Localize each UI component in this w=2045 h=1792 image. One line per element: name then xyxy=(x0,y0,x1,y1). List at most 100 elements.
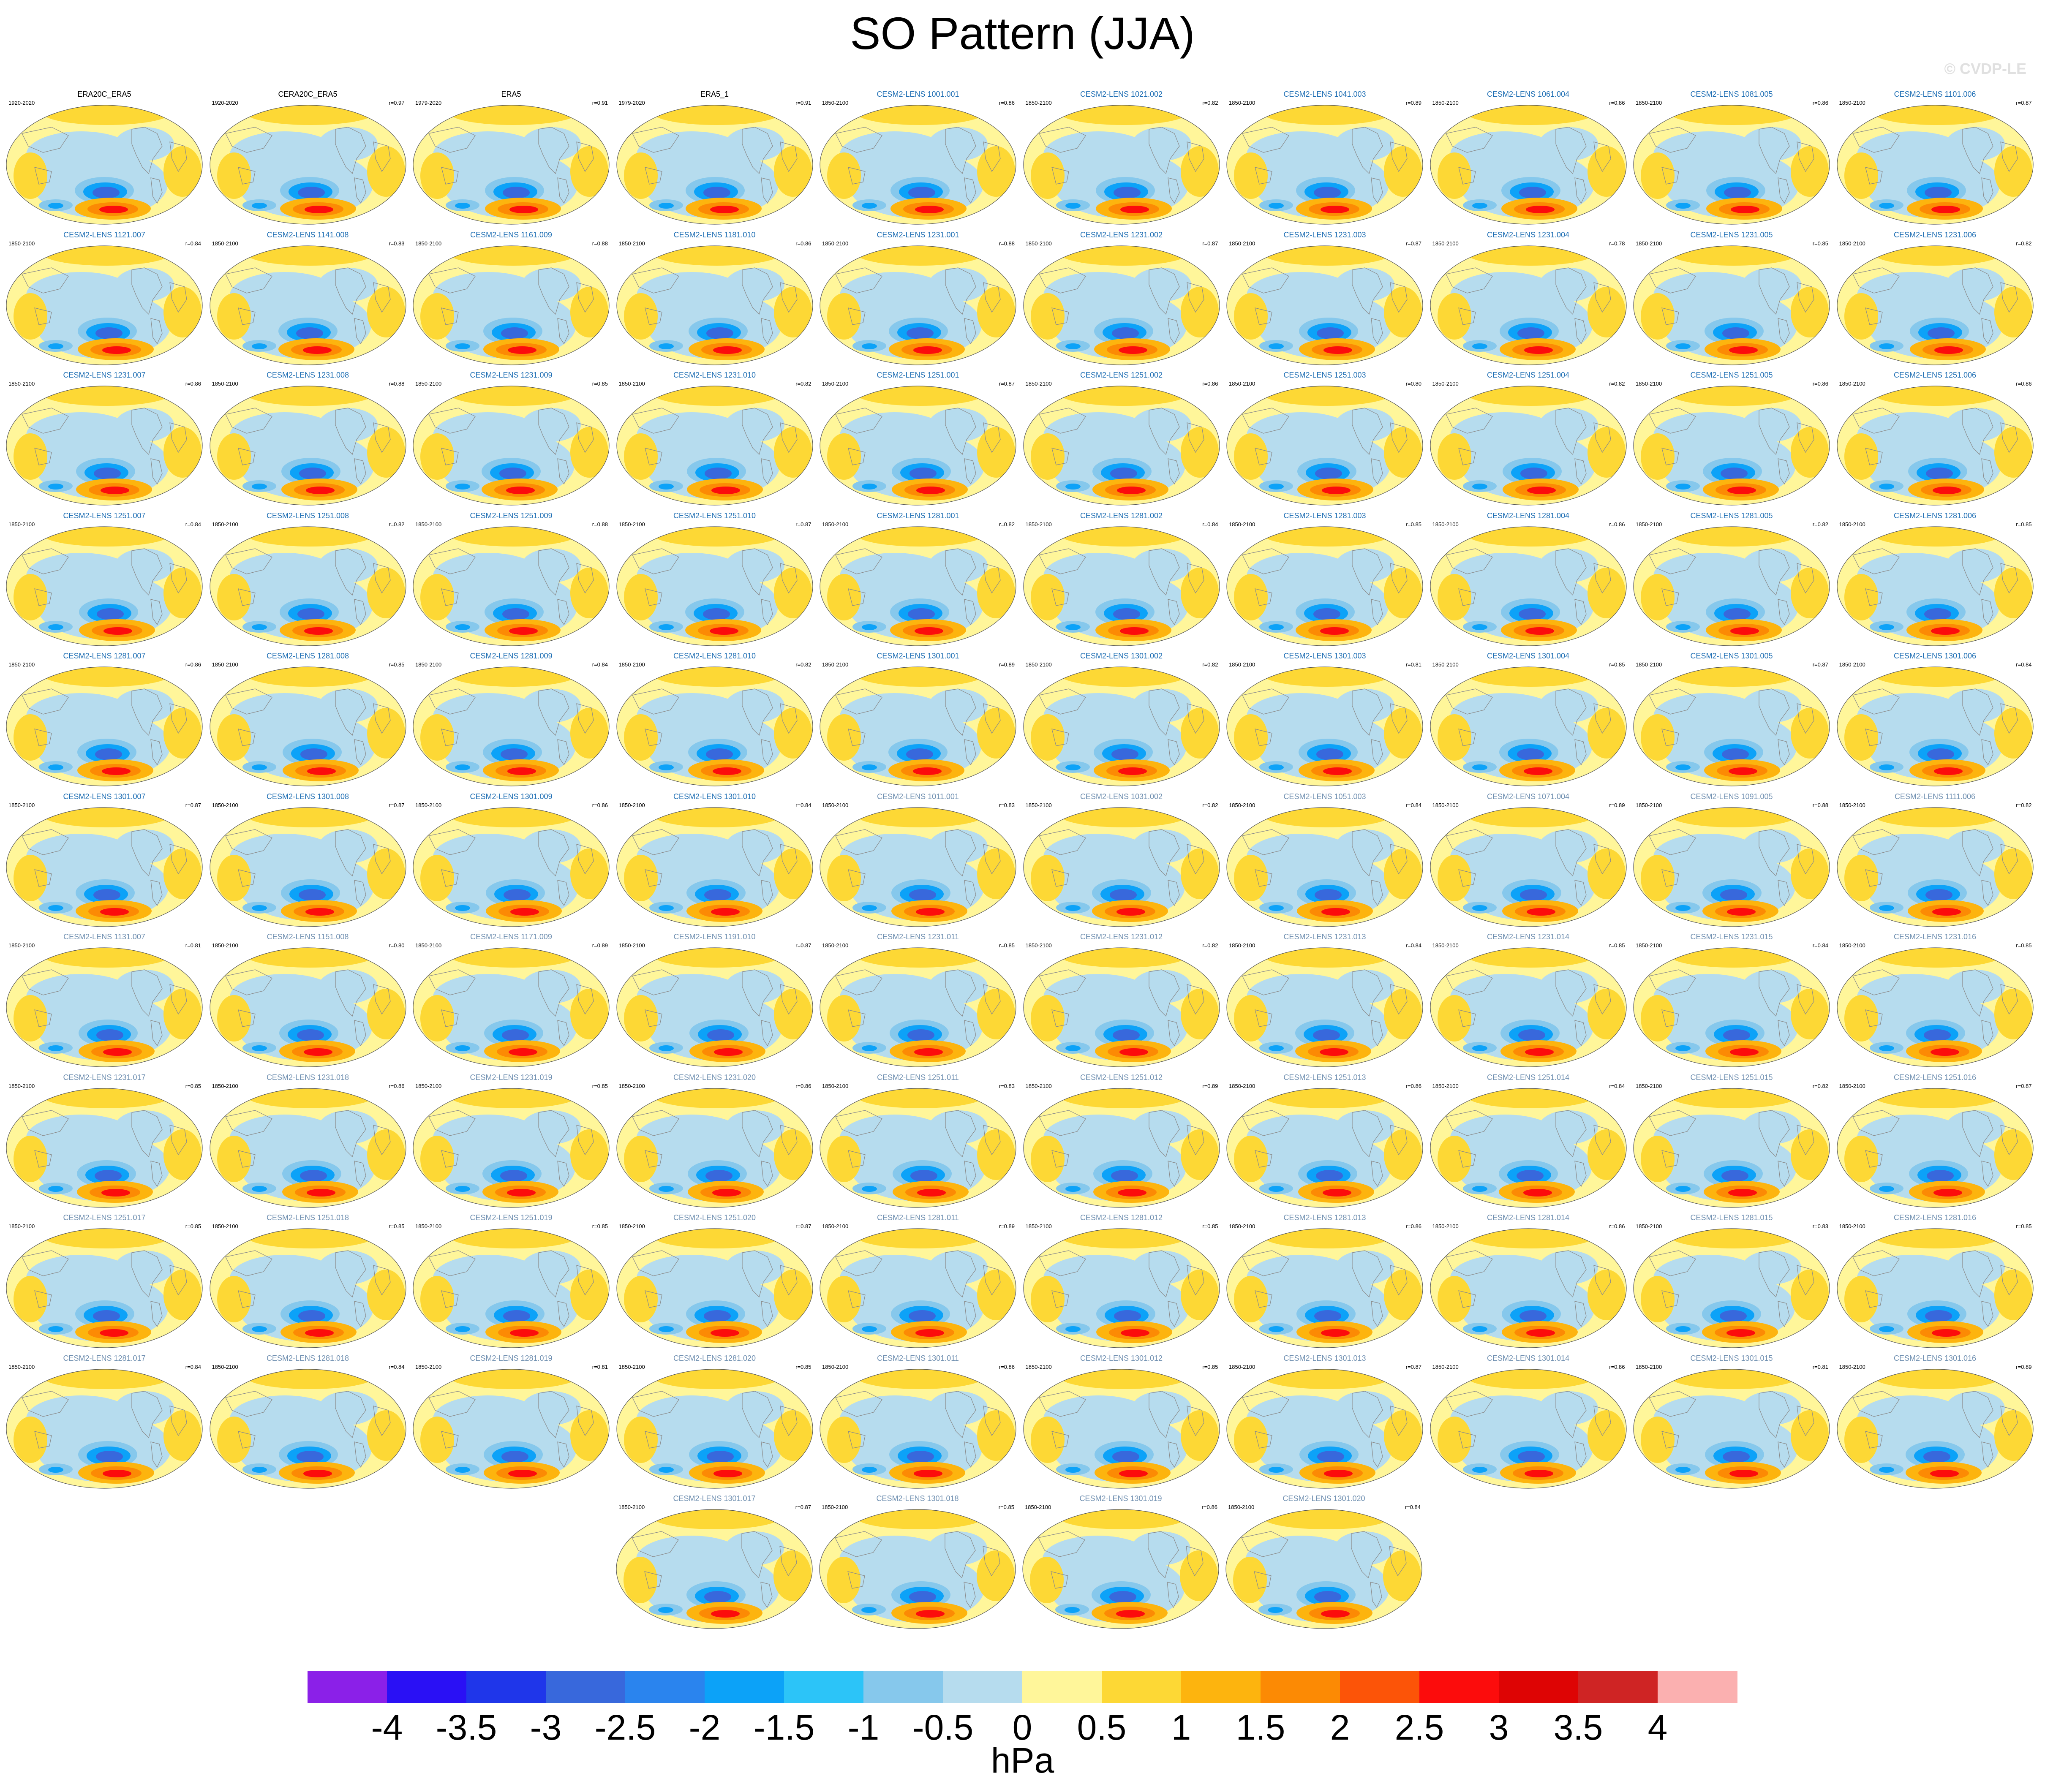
contour-region xyxy=(713,346,742,354)
contour-region xyxy=(1520,468,1547,479)
coastline xyxy=(169,563,187,593)
contour-region xyxy=(1247,412,1356,459)
panel-pattern-correlation: r=0.84 xyxy=(1405,942,1421,949)
contour-region xyxy=(1675,905,1691,911)
contour-region xyxy=(297,608,324,620)
coastline xyxy=(1051,307,1069,325)
coastline xyxy=(1038,267,1086,294)
map-plot xyxy=(6,666,203,786)
contour-region xyxy=(862,484,877,489)
coastline xyxy=(1778,739,1790,766)
map-panel: CESM2-LENS 1281.018 1850-2100 r=0.84 xyxy=(209,1354,407,1490)
panel-year-range: 1850-2100 xyxy=(8,661,35,668)
coastline xyxy=(848,588,866,606)
contour-region xyxy=(1994,989,2032,1039)
map-panel: CESM2-LENS 1171.009 1850-2100 r=0.89 xyxy=(412,932,610,1068)
contour-region xyxy=(300,1169,327,1182)
coastline xyxy=(983,282,1001,313)
map-border xyxy=(1633,1088,1830,1208)
coastline xyxy=(1458,1150,1476,1168)
coastline xyxy=(1371,1160,1383,1187)
contour-region xyxy=(1587,146,1626,197)
contour-region xyxy=(1524,346,1553,354)
map-plot xyxy=(1836,386,2034,506)
contour-region xyxy=(773,1410,812,1461)
coastline xyxy=(983,422,1001,453)
panel-pattern-correlation: r=0.82 xyxy=(1202,802,1218,808)
map-border xyxy=(6,1088,203,1208)
coastline xyxy=(741,1390,773,1438)
contour-region xyxy=(1109,889,1137,901)
contour-region xyxy=(1384,1410,1422,1461)
panel-year-range: 1850-2100 xyxy=(8,240,35,247)
contour-region xyxy=(1729,767,1757,775)
map-plot xyxy=(6,105,203,225)
contour-region xyxy=(1234,574,1268,620)
coastline xyxy=(441,167,459,185)
map-plot xyxy=(413,666,610,786)
contour-region xyxy=(1926,1169,1954,1182)
contour-region xyxy=(570,146,608,197)
contour-region xyxy=(304,206,333,213)
panel-year-range: 1850-2100 xyxy=(1839,240,1865,247)
map-border xyxy=(413,666,610,786)
panel-title: CESM2-LENS 1281.014 xyxy=(1487,1213,1570,1222)
coastline xyxy=(1574,458,1587,485)
panel-year-range: 1920-2020 xyxy=(212,100,238,106)
coastline xyxy=(1962,127,1993,174)
contour-region xyxy=(827,714,861,761)
contour-region xyxy=(298,889,326,901)
coastline xyxy=(576,563,594,593)
contour-region xyxy=(115,127,174,161)
contour-region xyxy=(503,1310,530,1322)
coastline xyxy=(22,1109,69,1136)
contour-region xyxy=(318,689,378,723)
map-panel: CESM2-LENS 1281.015 1850-2100 r=0.83 xyxy=(1632,1213,1831,1349)
coastline xyxy=(2000,1124,2018,1155)
map-border xyxy=(413,105,610,225)
coastline xyxy=(1797,843,1814,874)
contour-region xyxy=(1472,203,1487,209)
panel-title: CESM2-LENS 1281.018 xyxy=(266,1354,349,1362)
contour-region xyxy=(510,908,539,916)
panel-pattern-correlation: r=0.85 xyxy=(592,1223,608,1229)
contour-region xyxy=(1526,1329,1555,1337)
coastline xyxy=(1051,167,1069,185)
map-panel: CESM2-LENS 1281.007 1850-2100 r=0.86 xyxy=(5,651,204,787)
colorbar-swatch xyxy=(1022,1671,1102,1703)
map-panel: CESM2-LENS 1251.014 1850-2100 r=0.84 xyxy=(1429,1073,1628,1209)
coastline xyxy=(1186,1546,1204,1577)
coastline xyxy=(441,588,459,606)
coastline xyxy=(1852,408,1900,434)
panel-pattern-correlation: r=0.82 xyxy=(389,521,405,528)
map-border xyxy=(1226,245,1423,365)
contour-region xyxy=(1675,624,1691,630)
coastline xyxy=(1574,1301,1587,1327)
contour-region xyxy=(1925,468,1953,479)
contour-region xyxy=(1587,1270,1626,1320)
coastline xyxy=(441,307,459,325)
contour-region xyxy=(1233,1557,1267,1603)
coastline xyxy=(1661,1430,1679,1449)
contour-region xyxy=(14,433,47,480)
coastline xyxy=(1865,167,1883,185)
coastline xyxy=(1962,548,1993,596)
map-plot xyxy=(1836,1368,2034,1489)
contour-region xyxy=(455,484,470,489)
contour-region xyxy=(1316,1169,1343,1182)
coastline xyxy=(1445,688,1493,715)
contour-region xyxy=(1653,693,1763,740)
coastline xyxy=(576,422,594,453)
contour-region xyxy=(1180,146,1219,197)
coastline xyxy=(644,588,662,606)
coastline xyxy=(538,829,569,876)
panel-title: CESM2-LENS 1301.007 xyxy=(63,792,146,801)
contour-region xyxy=(1112,1450,1139,1463)
contour-region xyxy=(1844,433,1878,480)
map-border xyxy=(6,1368,203,1489)
coastline xyxy=(1759,1250,1790,1298)
contour-region xyxy=(1730,1048,1759,1056)
contour-region xyxy=(712,1188,741,1196)
coastline xyxy=(1255,167,1272,185)
contour-region xyxy=(1675,1186,1691,1192)
